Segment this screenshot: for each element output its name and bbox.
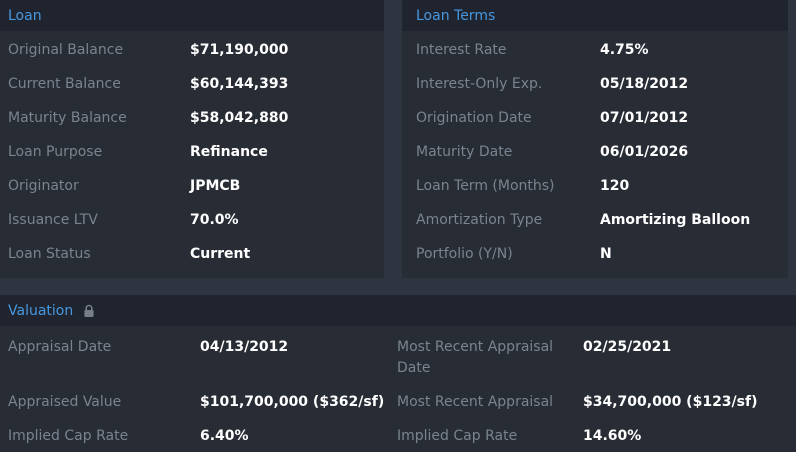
field-value: $71,190,000 <box>190 42 289 58</box>
field-label: Current Balance <box>8 76 121 92</box>
field-label: Most Recent Appraisal <box>397 394 554 410</box>
field-value: N <box>600 246 612 262</box>
field-value: 70.0% <box>190 212 239 228</box>
row-origination-date: Origination Date 07/01/2012 <box>402 101 788 135</box>
field-label: Loan Term (Months) <box>416 178 555 194</box>
field-label: Loan Status <box>8 246 91 262</box>
field-label: Interest-Only Exp. <box>416 76 543 92</box>
field-label: Original Balance <box>8 42 124 58</box>
row-originator: Originator JPMCB <box>0 169 384 203</box>
field-value: 02/25/2021 <box>583 339 672 355</box>
loan-terms-panel-title: Loan Terms <box>416 7 496 24</box>
field-label: Interest Rate <box>416 42 507 58</box>
field-value: Refinance <box>190 144 268 160</box>
field-label: Loan Purpose <box>8 144 103 160</box>
row-loan-purpose: Loan Purpose Refinance <box>0 135 384 169</box>
valuation-panel-body: Appraisal Date 04/13/2012 Most Recent Ap… <box>0 326 796 452</box>
loan-panel-body: Original Balance $71,190,000 Current Bal… <box>0 31 384 278</box>
row-current-balance: Current Balance $60,144,393 <box>0 67 384 101</box>
field-value: 14.60% <box>583 428 642 444</box>
row-interest-rate: Interest Rate 4.75% <box>402 33 788 67</box>
loan-panel: Loan Original Balance $71,190,000 Curren… <box>0 0 384 278</box>
field-value: 04/13/2012 <box>200 339 289 355</box>
row-maturity-date: Maturity Date 06/01/2026 <box>402 135 788 169</box>
row-interest-only-exp: Interest-Only Exp. 05/18/2012 <box>402 67 788 101</box>
panel-horizontal-gutter <box>0 278 796 295</box>
field-label: Appraisal Date <box>8 339 112 355</box>
field-value: Current <box>190 246 251 262</box>
row-implied-cap-rates: Implied Cap Rate 6.40% Implied Cap Rate … <box>0 426 796 447</box>
loan-panel-title: Loan <box>8 7 42 24</box>
field-value: 05/18/2012 <box>600 76 689 92</box>
field-label: Issuance LTV <box>8 212 98 228</box>
valuation-panel-header: Valuation <box>0 295 796 326</box>
loan-terms-panel-header: Loan Terms <box>402 0 788 31</box>
field-label: Implied Cap Rate <box>8 428 129 444</box>
top-panels-row: Loan Original Balance $71,190,000 Curren… <box>0 0 796 278</box>
field-label: Implied Cap Rate <box>397 428 518 444</box>
row-amortization-type: Amortization Type Amortizing Balloon <box>402 203 788 237</box>
field-label: Appraised Value <box>8 394 122 410</box>
row-maturity-balance: Maturity Balance $58,042,880 <box>0 101 384 135</box>
row-appraisal-dates: Appraisal Date 04/13/2012 Most Recent Ap… <box>0 337 796 379</box>
field-label: Portfolio (Y/N) <box>416 246 513 262</box>
field-value: 07/01/2012 <box>600 110 689 126</box>
field-value: 120 <box>600 178 630 194</box>
valuation-panel-title: Valuation <box>8 302 74 319</box>
field-value: $101,700,000 ($362/sf) <box>200 394 385 410</box>
row-loan-status: Loan Status Current <box>0 237 384 271</box>
loan-terms-panel-body: Interest Rate 4.75% Interest-Only Exp. 0… <box>402 31 788 278</box>
field-label: Maturity Balance <box>8 110 127 126</box>
lock-icon <box>83 304 95 318</box>
row-portfolio-yn: Portfolio (Y/N) N <box>402 237 788 271</box>
field-value: $58,042,880 <box>190 110 289 126</box>
loan-terms-panel: Loan Terms Interest Rate 4.75% Interest-… <box>402 0 788 278</box>
field-label: Amortization Type <box>416 212 543 228</box>
page-right-gutter <box>788 0 796 278</box>
field-value: Amortizing Balloon <box>600 212 751 228</box>
row-issuance-ltv: Issuance LTV 70.0% <box>0 203 384 237</box>
field-value: $60,144,393 <box>190 76 289 92</box>
row-loan-term-months: Loan Term (Months) 120 <box>402 169 788 203</box>
panel-vertical-gutter <box>384 0 402 278</box>
field-value: 4.75% <box>600 42 649 58</box>
row-original-balance: Original Balance $71,190,000 <box>0 33 384 67</box>
loan-panel-header: Loan <box>0 0 384 31</box>
field-label: Most Recent Appraisal Date <box>397 339 554 376</box>
field-value: 6.40% <box>200 428 249 444</box>
valuation-panel: Valuation Appraisal Date 04/13/2012 Most… <box>0 295 796 452</box>
field-label: Originator <box>8 178 79 194</box>
field-value: 06/01/2026 <box>600 144 689 160</box>
field-value: $34,700,000 ($123/sf) <box>583 394 758 410</box>
field-label: Origination Date <box>416 110 532 126</box>
field-value: JPMCB <box>190 178 241 194</box>
field-label: Maturity Date <box>416 144 513 160</box>
row-appraised-values: Appraised Value $101,700,000 ($362/sf) M… <box>0 392 796 413</box>
